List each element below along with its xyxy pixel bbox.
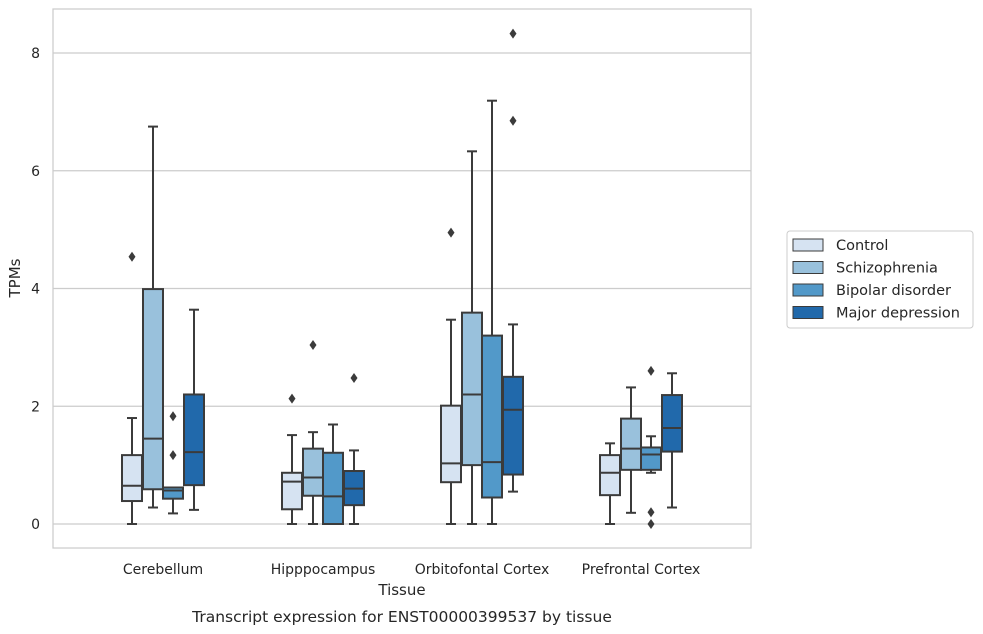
legend-frame <box>786 230 974 329</box>
plot-frame <box>52 8 752 549</box>
y-axis-label: TPMs <box>6 258 24 298</box>
box-bipolar-disorder <box>481 99 503 525</box>
box-control <box>281 393 303 525</box>
box-major-depression <box>502 28 524 493</box>
x-tick-label: Orbitofontal Cortex <box>415 562 550 578</box>
outlier-point <box>128 251 136 262</box>
y-tick-label: 6 <box>31 164 40 180</box>
box-iqr <box>281 471 303 511</box>
box-iqr <box>142 288 164 491</box>
box-groups <box>121 28 683 529</box>
box-iqr <box>502 375 524 476</box>
outlier-point <box>309 340 317 351</box>
box-iqr <box>162 486 184 500</box>
outlier-point <box>447 227 455 238</box>
legend-swatch <box>792 283 824 297</box>
box-iqr <box>640 446 662 471</box>
grid-lines <box>53 52 751 525</box>
y-tick-label: 2 <box>31 399 40 415</box>
box-major-depression <box>183 308 205 511</box>
box-iqr <box>183 393 205 487</box>
x-tick-label: Hipppocampus <box>271 562 376 578</box>
box-schizophrenia <box>302 340 324 525</box>
box-control <box>121 251 143 525</box>
y-tick-label: 8 <box>31 46 40 62</box>
x-axis-label: Tissue <box>377 581 425 599</box>
legend-swatch <box>792 238 824 252</box>
legend-swatch <box>792 306 824 319</box>
box-iqr <box>440 404 462 484</box>
legend-label: Control <box>836 238 888 254</box>
legend-label: Schizophrenia <box>836 261 938 277</box>
box-control <box>599 442 621 525</box>
outlier-point <box>647 519 655 529</box>
outlier-point <box>288 393 296 404</box>
legend-label: Bipolar disorder <box>836 283 951 299</box>
box-bipolar-disorder <box>162 411 184 515</box>
outlier-point <box>169 450 177 461</box>
box-iqr <box>599 454 621 497</box>
box-schizophrenia <box>620 386 642 514</box>
box-iqr <box>302 447 324 497</box>
box-iqr <box>661 394 683 453</box>
box-iqr <box>481 334 503 499</box>
legend-label: Major depression <box>836 306 960 322</box>
chart-caption: Transcript expression for ENST0000039953… <box>191 608 612 626</box>
outlier-point <box>350 372 358 383</box>
outlier-point <box>647 365 655 376</box>
box-bipolar-disorder <box>640 365 662 529</box>
y-tick-labels: 0 2 4 6 8 <box>31 46 40 533</box>
box-schizophrenia <box>142 125 164 509</box>
x-tick-label: Cerebellum <box>123 562 203 578</box>
box-iqr <box>121 454 143 503</box>
box-iqr <box>461 311 483 467</box>
box-major-depression <box>343 372 365 525</box>
outlier-point <box>509 115 517 126</box>
legend: Control Schizophrenia Bipolar disorder Majo… <box>786 230 974 329</box>
box-iqr <box>322 451 344 526</box>
x-tick-labels: Cerebellum Hipppocampus Orbitofontal Corte… <box>123 562 700 578</box>
x-tick-label: Prefrontal Cortex <box>582 562 701 578</box>
legend-swatch <box>792 261 824 274</box>
outlier-point <box>647 507 655 518</box>
y-tick-label: 4 <box>31 282 40 298</box>
box-major-depression <box>661 372 683 509</box>
outlier-point <box>169 411 177 422</box>
y-tick-label: 0 <box>31 517 40 533</box>
box-iqr <box>620 417 642 471</box>
outlier-point <box>509 28 517 39</box>
